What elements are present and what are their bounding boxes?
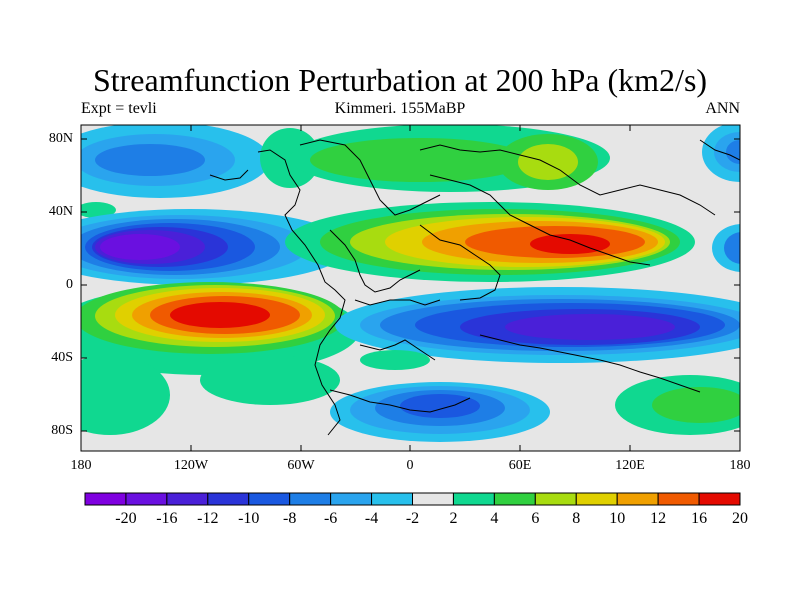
lon-ticks bbox=[80, 125, 741, 451]
experiment-label: Expt = tevli bbox=[81, 100, 157, 117]
colorbar-swatch bbox=[493, 492, 536, 506]
colorbar-label: 10 bbox=[609, 510, 626, 527]
colorbar-label: 6 bbox=[531, 510, 540, 527]
subtropical-negative-cell bbox=[81, 209, 350, 285]
colorbar-label: -8 bbox=[283, 510, 297, 527]
lat-tick-label: 40N bbox=[48, 204, 73, 219]
colorbar-swatch bbox=[575, 492, 618, 506]
colorbar-swatch bbox=[125, 492, 168, 506]
coastlines bbox=[209, 139, 740, 436]
lon-tick-label: 120E bbox=[615, 458, 645, 473]
colorbar-swatch bbox=[534, 492, 577, 506]
colorbar-label: 4 bbox=[490, 510, 499, 527]
lon-tick-label: 60W bbox=[287, 458, 315, 473]
colorbar-swatch bbox=[412, 492, 454, 506]
colorbar-label: 16 bbox=[691, 510, 708, 527]
colorbar-swatch bbox=[330, 492, 373, 506]
colorbar-swatch bbox=[207, 492, 250, 506]
colorbar-swatch bbox=[166, 492, 209, 506]
colorbar-swatch bbox=[616, 492, 659, 506]
lon-tick-label: 180 bbox=[70, 458, 92, 473]
colorbar bbox=[84, 492, 741, 506]
lat-tick-label: 80S bbox=[51, 423, 73, 438]
colorbar-swatch bbox=[371, 492, 413, 506]
season-label: ANN bbox=[705, 100, 740, 117]
colorbar-label: -2 bbox=[405, 510, 420, 527]
colorbar-label: -20 bbox=[115, 510, 137, 527]
colorbar-swatch bbox=[289, 492, 332, 506]
lon-tick-label: 60E bbox=[508, 458, 532, 473]
northeast-negative-cell bbox=[702, 125, 740, 182]
southern-ocean-negative-cell bbox=[330, 382, 550, 442]
colorbar-label: -10 bbox=[238, 510, 260, 527]
colorbar-swatch bbox=[452, 492, 495, 506]
colorbar-swatch bbox=[248, 492, 291, 506]
lat-tick-label: 0 bbox=[66, 277, 73, 292]
contour-fill-layer bbox=[81, 125, 740, 451]
lon-tick-label: 180 bbox=[729, 458, 751, 473]
map-title: Streamfunction Perturbation at 200 hPa (… bbox=[92, 62, 708, 98]
colorbar-label: 20 bbox=[732, 510, 748, 527]
colorbar-label: 12 bbox=[650, 510, 667, 527]
lat-tick-label: 40S bbox=[51, 350, 73, 365]
colorbar-swatch bbox=[84, 492, 127, 506]
lon-tick-label: 0 bbox=[406, 458, 414, 473]
south-pacific-positive-cell bbox=[81, 282, 360, 375]
colorbar-swatch bbox=[698, 492, 741, 506]
colorbar-label: -4 bbox=[364, 510, 379, 527]
period-label: Kimmeri. 155MaBP bbox=[334, 100, 466, 117]
colorbar-label: 2 bbox=[449, 510, 458, 527]
lat-tick-label: 80N bbox=[48, 131, 73, 146]
north-pacific-negative-cell bbox=[81, 125, 270, 198]
tethys-positive-cell bbox=[285, 202, 695, 282]
lat-ticks bbox=[81, 138, 740, 432]
colorbar-label: -6 bbox=[323, 510, 338, 527]
east-subtropical-negative bbox=[712, 224, 740, 272]
arctic-positive-band bbox=[260, 125, 610, 192]
colorbar-swatch bbox=[657, 492, 700, 506]
colorbar-label: -16 bbox=[156, 510, 178, 527]
colorbar-label: 8 bbox=[572, 510, 581, 527]
lon-tick-label: 120W bbox=[173, 458, 209, 473]
south-indian-negative-cell bbox=[335, 287, 740, 363]
colorbar-label: -12 bbox=[197, 510, 219, 527]
